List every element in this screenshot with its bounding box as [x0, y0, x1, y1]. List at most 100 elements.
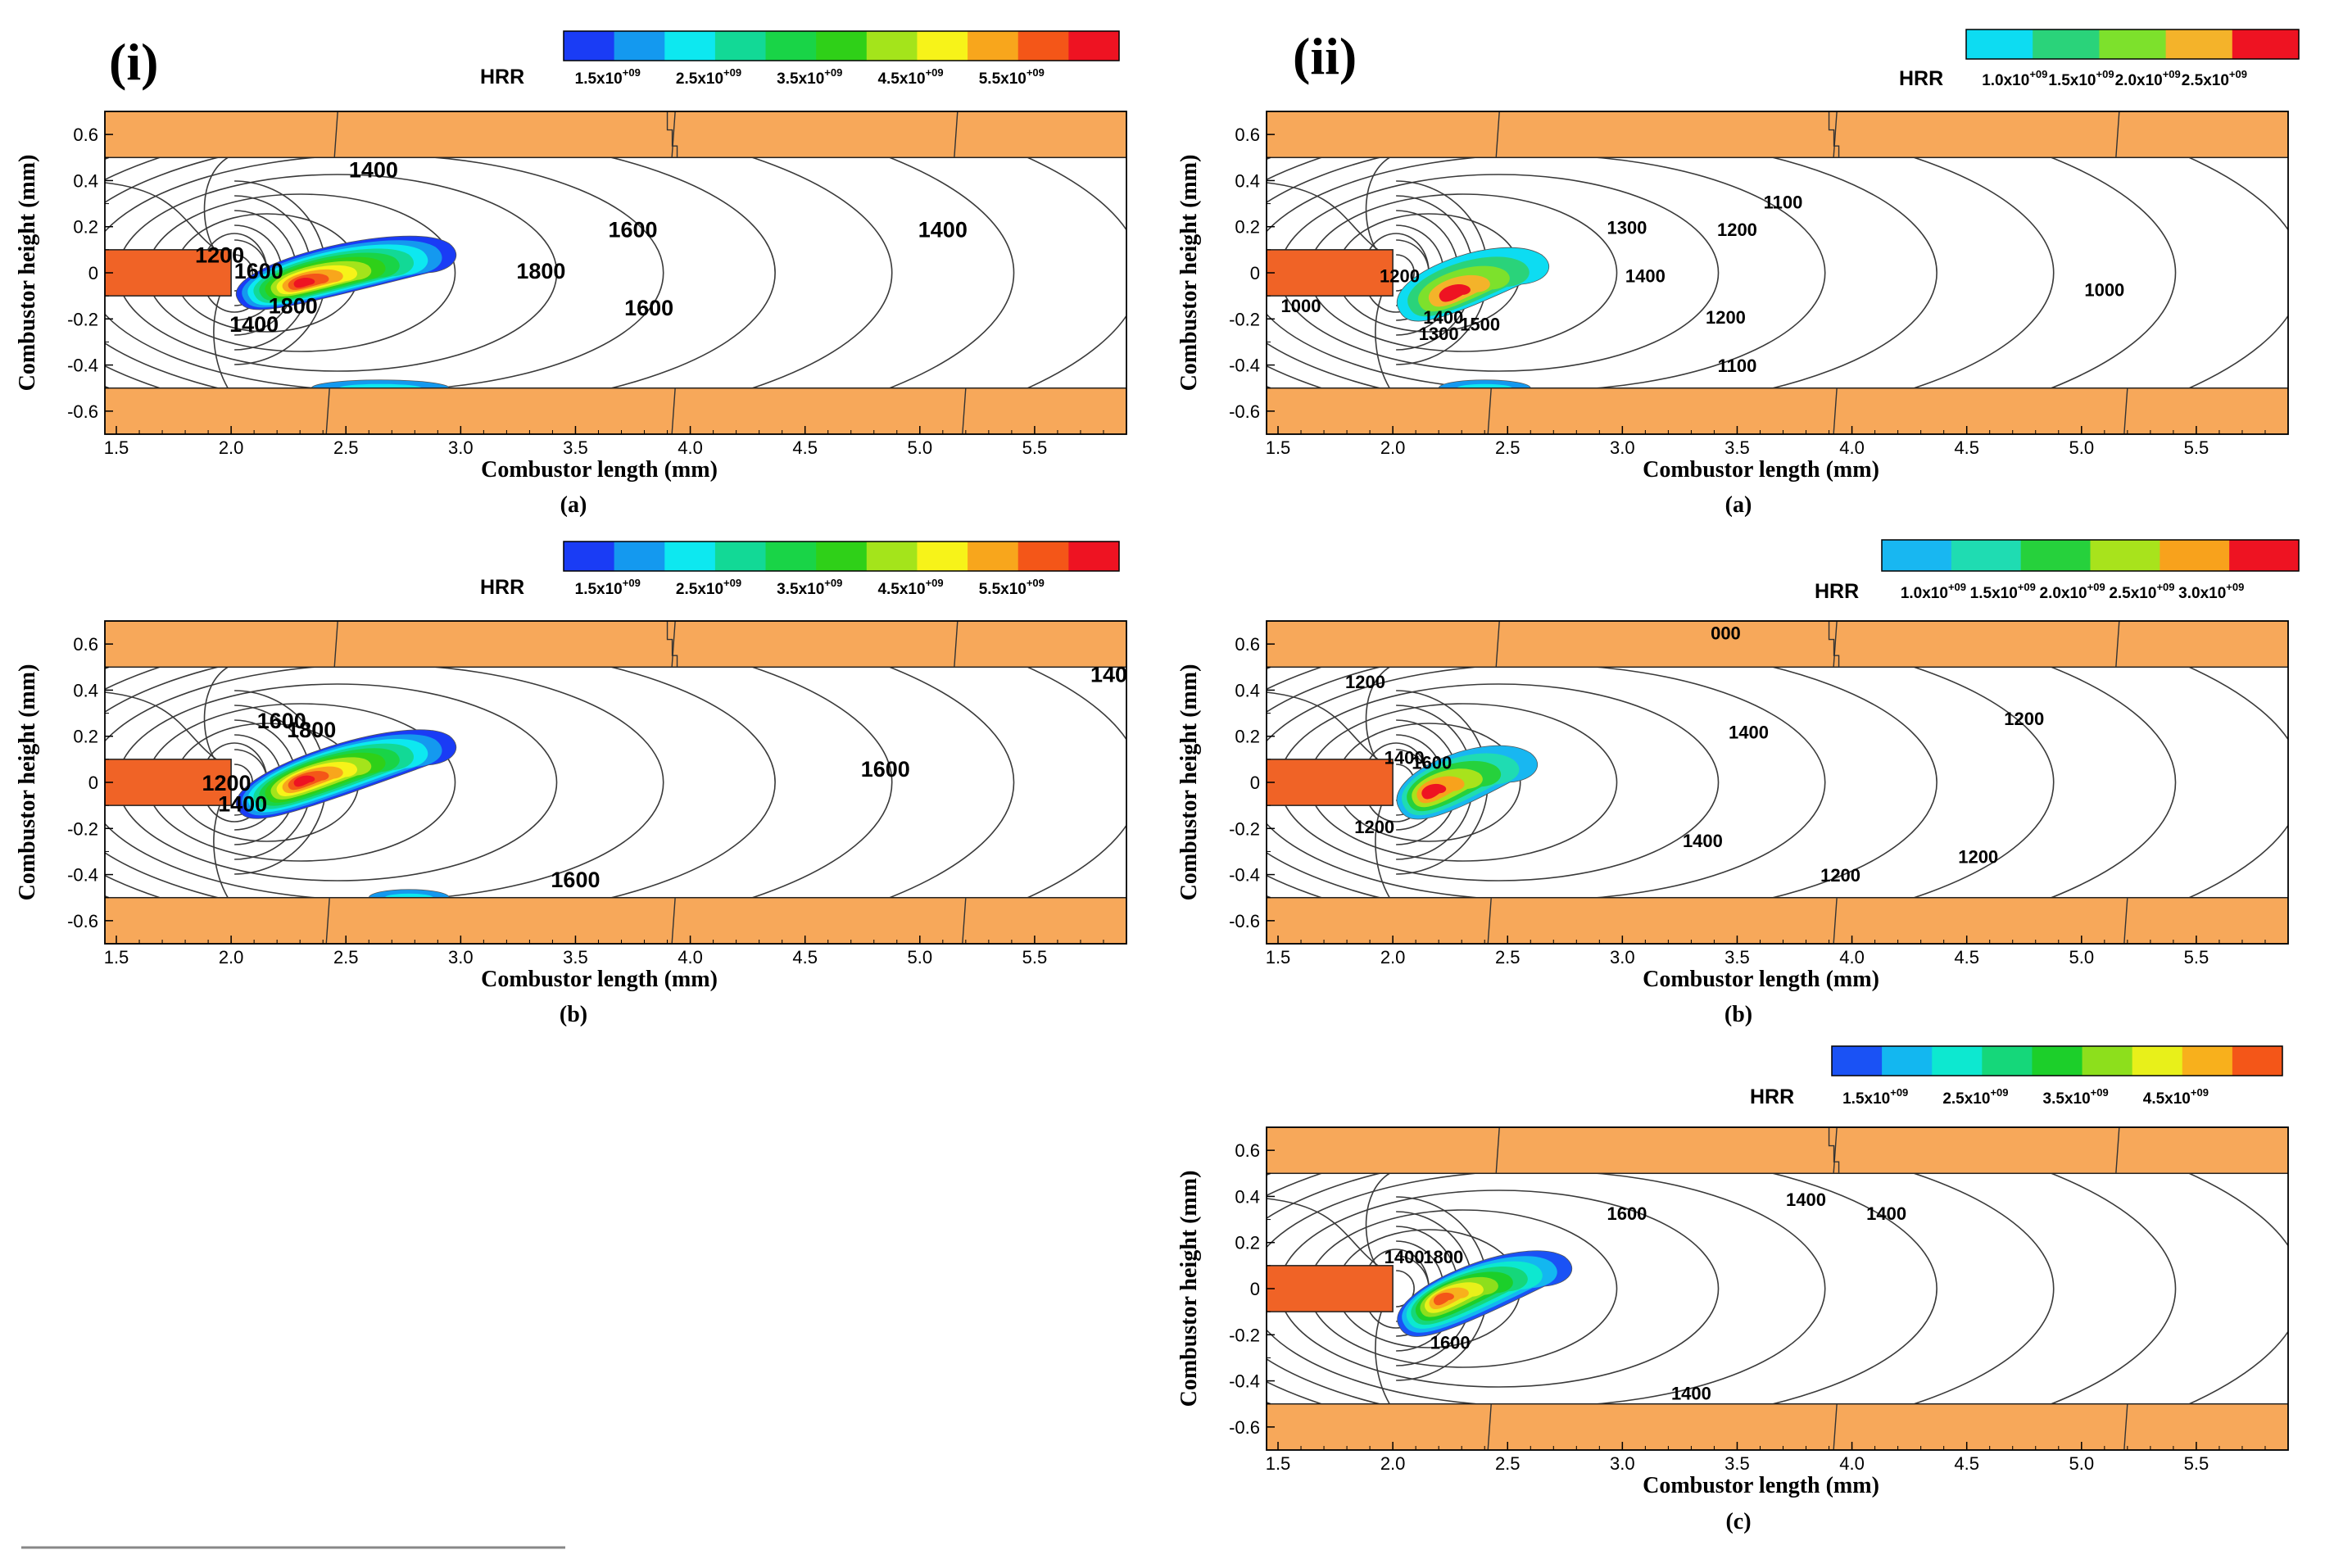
x-tick-label: 2.5: [1495, 947, 1521, 968]
lower-wall: [1267, 896, 2288, 944]
subplot-label: (c): [1725, 1509, 1751, 1534]
wall-isotherm: [1495, 1127, 1500, 1174]
panel-ii-c: HRR 1.5x10+09 2.5x10+09 3.5x10+09 4.5x10+09 1…: [1176, 1045, 2289, 1534]
y-tick-label: -0.2: [1229, 1325, 1260, 1345]
isotherm-label: 1400: [218, 791, 267, 816]
wall-isotherm: [666, 111, 678, 158]
colorbar-segment: [1982, 1046, 2033, 1076]
y-axis-label: Combustor height (mm): [15, 155, 40, 392]
colorbar-segment: [714, 31, 767, 61]
flame-contour: [293, 775, 315, 787]
isotherm: [1267, 111, 2177, 434]
wall-isotherm: [1833, 111, 1838, 158]
isotherm: [1267, 1127, 2177, 1450]
isotherm: [203, 666, 229, 760]
x-tick-label: 1.5: [1266, 1453, 1291, 1474]
colorbar-label: 2.5x10+09: [676, 66, 741, 88]
colorbar-label: 2.0x10+09: [2040, 581, 2105, 602]
colorbar-segment: [614, 542, 665, 571]
isotherm-label: 1600: [1430, 1332, 1471, 1353]
colorbar-segment: [2090, 540, 2160, 571]
isotherm-label: 1500: [1460, 315, 1500, 335]
colorbar-segment: [2099, 29, 2167, 59]
y-tick-label: -0.6: [1229, 401, 1260, 422]
plot-area: 1100120013001400100012001100100012001400…: [1267, 111, 2288, 434]
x-tick-label: 5.0: [2069, 437, 2095, 458]
x-tick-label: 2.5: [333, 947, 359, 968]
isotherm: [1375, 804, 1390, 899]
x-axis-label: Combustor length (mm): [1643, 1473, 1879, 1498]
x-tick-label: 3.5: [1724, 437, 1750, 458]
x-tick-label: 3.0: [1610, 1453, 1635, 1474]
y-tick-label: -0.2: [67, 309, 98, 329]
colorbar-segment: [765, 31, 817, 61]
isotherm-label: 1800: [1423, 1247, 1463, 1267]
flame-contour: [293, 277, 315, 288]
isotherm-label: 1800: [287, 718, 336, 742]
y-tick-label: 0.4: [73, 170, 98, 191]
colorbar-label: 3.5x10+09: [777, 577, 842, 598]
x-tick-label: 5.0: [2069, 947, 2095, 968]
wall-isotherm: [325, 897, 330, 944]
x-tick-label: 4.5: [1954, 437, 1979, 458]
y-tick-label: -0.6: [1229, 911, 1260, 931]
insert-block: [105, 249, 232, 297]
isotherm-label: 1100: [1718, 356, 1757, 376]
colorbar-label: 2.5x10+09: [676, 577, 741, 598]
wall-isotherm: [2115, 621, 2120, 668]
x-axis-label: Combustor length (mm): [1643, 457, 1879, 483]
wall-isotherm: [1833, 1403, 1838, 1450]
wall-isotherm: [962, 897, 967, 944]
x-tick-label: 4.5: [792, 947, 818, 968]
isotherm-label: 1200: [1706, 307, 1746, 328]
x-tick-label: 4.0: [1839, 437, 1865, 458]
y-tick-label: 0.2: [73, 217, 98, 238]
y-tick-label: 0.4: [1235, 1186, 1260, 1207]
wall-isotherm: [671, 111, 676, 158]
colorbar-label: 3.5x10+09: [777, 66, 842, 88]
y-tick-label: 0.6: [73, 125, 98, 145]
x-tick-label: 5.5: [1022, 947, 1048, 968]
y-tick-label: 0.6: [1235, 125, 1260, 145]
colorbar-segment: [664, 542, 716, 571]
y-tick-label: 0.2: [1235, 217, 1260, 238]
panel-i-b: HRR 1.5x10+09 2.5x10+09 3.5x10+09 4.5x10+09 5…: [15, 541, 1127, 1027]
y-axis-label: Combustor height (mm): [15, 664, 40, 901]
isotherm: [213, 804, 229, 899]
y-tick-label: 0: [1250, 773, 1260, 793]
isotherm-label: 1400: [1671, 1383, 1711, 1403]
y-tick-label: 0.4: [73, 680, 98, 700]
colorbar-segment: [1017, 542, 1069, 571]
colorbar-segment: [866, 31, 918, 61]
x-tick-label: 2.0: [219, 947, 244, 968]
isotherm: [1365, 1172, 1390, 1267]
colorbar-segment: [2165, 29, 2233, 59]
wall-isotherm: [333, 111, 338, 158]
y-tick-label: 0: [88, 773, 98, 793]
x-axis-label: Combustor length (mm): [1643, 967, 1879, 992]
isotherm-label: 1400: [918, 217, 968, 242]
colorbar-label: 2.5x10+09: [1942, 1086, 2008, 1108]
isotherm-label: 1400: [349, 157, 398, 182]
colorbar-segment: [1017, 31, 1069, 61]
colorbar-title: HRR: [480, 576, 524, 599]
colorbar-segment: [614, 31, 665, 61]
colorbar-segment: [1068, 542, 1120, 571]
colorbar-label: 1.0x10+09: [1982, 68, 2047, 89]
colorbar-segment: [564, 31, 615, 61]
colorbar-label: 1.5x10+09: [1842, 1086, 1908, 1108]
isotherm-label: 1600: [861, 757, 910, 782]
colorbar-label: 1.5x10+09: [1970, 581, 2036, 602]
x-tick-label: 5.0: [2069, 1453, 2095, 1474]
wall-isotherm: [1828, 1127, 1840, 1174]
y-tick-label: -0.2: [67, 818, 98, 839]
y-axis-label: Combustor height (mm): [1176, 664, 1202, 901]
colorbar-segment: [1068, 31, 1120, 61]
colorbar-segment: [816, 31, 868, 61]
isotherm: [1267, 621, 2177, 944]
x-tick-label: 1.5: [104, 947, 129, 968]
x-tick-label: 5.5: [2184, 947, 2209, 968]
isotherm-label: 1600: [608, 217, 657, 242]
y-tick-label: 0.4: [1235, 170, 1260, 191]
